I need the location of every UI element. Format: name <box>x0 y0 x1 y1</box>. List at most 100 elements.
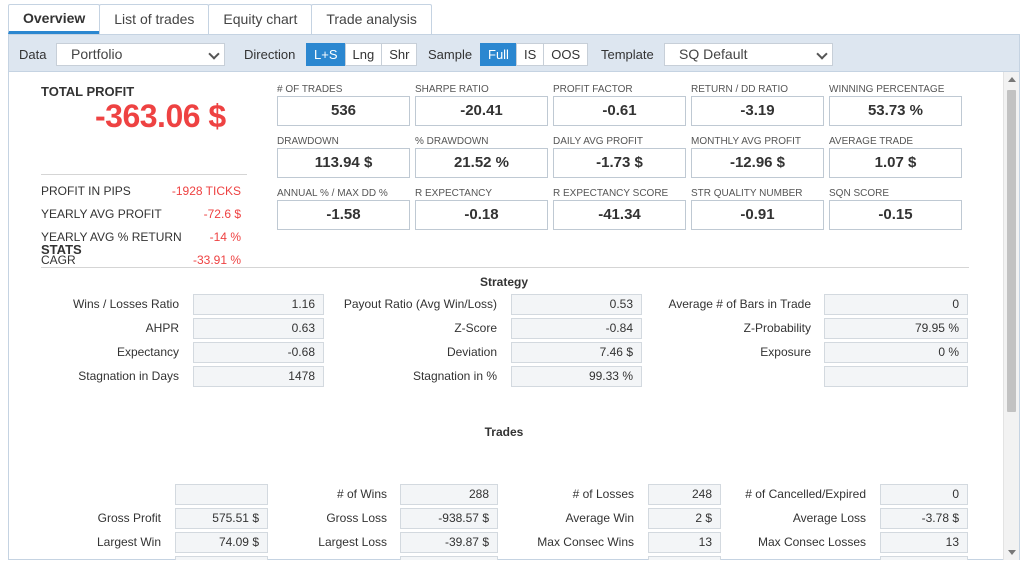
metric-value: -1.73 $ <box>553 148 686 178</box>
metric-label: # OF TRADES <box>277 84 343 95</box>
metric-annual-maxdd: ANNUAL % / MAX DD % -1.58 <box>277 188 410 230</box>
stat-label: Average Win <box>565 511 634 525</box>
metric-sharpe-ratio: SHARPE RATIO -20.41 <box>415 84 548 126</box>
stat-value <box>824 366 968 387</box>
summary-value: -14 % <box>209 230 241 244</box>
vertical-scrollbar[interactable] <box>1003 72 1019 560</box>
stat-label: Max Consec Wins <box>537 535 634 549</box>
tab-trade-analysis[interactable]: Trade analysis <box>311 4 432 34</box>
stat-label: Stagnation in % <box>412 369 497 383</box>
stat-label: Average # of Bars in Trade <box>668 297 811 311</box>
stat-value <box>175 484 268 505</box>
summary-label: CAGR <box>41 253 76 267</box>
metric-value: 53.73 % <box>829 96 962 126</box>
stat-value: 0 <box>880 484 968 505</box>
direction-label: Direction <box>244 47 296 62</box>
toolbar: Data Portfolio Direction L+S Lng Shr Sam… <box>9 35 1019 72</box>
summary-row: YEARLY AVG PROFIT -72.6 $ <box>41 207 241 221</box>
tab-equity-chart[interactable]: Equity chart <box>208 4 313 34</box>
stat-value: 7.46 $ <box>511 342 642 363</box>
metric-label: PROFIT FACTOR <box>553 84 633 95</box>
stats-divider <box>41 267 969 268</box>
stat-label: Z-Score <box>454 321 497 335</box>
chevron-down-icon <box>208 48 220 60</box>
stat-label: Stagnation in Days <box>78 369 179 383</box>
tab-overview[interactable]: Overview <box>8 4 101 34</box>
stat-label: # of Losses <box>572 487 634 501</box>
stat-label: Payout Ratio (Avg Win/Loss) <box>343 297 497 311</box>
template-select[interactable]: SQ Default <box>664 43 833 66</box>
summary-value: -1928 TICKS <box>171 184 241 198</box>
scroll-up-icon[interactable] <box>1008 77 1016 82</box>
metric-value: 1.07 $ <box>829 148 962 178</box>
stat-value: 1478 <box>193 366 324 387</box>
overview-panel: Data Portfolio Direction L+S Lng Shr Sam… <box>8 34 1020 560</box>
stat-label: Avg Consec Wins <box>29 559 161 560</box>
metric-value: 536 <box>277 96 410 126</box>
stat-value: 0.63 <box>193 318 324 339</box>
direction-short-button[interactable]: Shr <box>381 43 418 66</box>
metric-value: -0.18 <box>415 200 548 230</box>
metric-value: -1.58 <box>277 200 410 230</box>
stat-value: 74.09 $ <box>175 532 268 553</box>
data-select[interactable]: Portfolio <box>56 43 225 66</box>
direction-ls-button[interactable]: L+S <box>306 43 346 66</box>
stat-value: 0 <box>880 556 968 560</box>
total-profit-value: -363.06 $ <box>95 98 226 134</box>
trades-section-title: Trades <box>484 425 524 439</box>
chevron-down-icon <box>816 48 828 60</box>
metric-label: SHARPE RATIO <box>415 84 489 95</box>
tab-list-of-trades[interactable]: List of trades <box>99 4 210 34</box>
summary-label: YEARLY AVG % RETURN <box>41 230 182 244</box>
stat-value: 79.95 % <box>824 318 968 339</box>
summary-row: YEARLY AVG % RETURN -14 % <box>41 230 241 244</box>
stat-value: 0 % <box>824 342 968 363</box>
sample-label: Sample <box>428 47 473 62</box>
stat-value: -3.78 $ <box>880 508 968 529</box>
stat-label: # of Wins <box>336 487 387 501</box>
metric-label: STR QUALITY NUMBER <box>691 188 803 199</box>
metric-value: -20.41 <box>415 96 548 126</box>
stat-value: 99.33 % <box>511 366 642 387</box>
stat-label: Largest Win <box>96 535 161 549</box>
stat-value: 248 <box>648 484 721 505</box>
summary-label: YEARLY AVG PROFIT <box>41 207 162 221</box>
metric-value: 113.94 $ <box>277 148 410 178</box>
stat-value: 1.16 <box>193 294 324 315</box>
stat-label: Exposure <box>760 345 811 359</box>
stat-label: Avg Consec Loss <box>271 559 387 560</box>
metric-label: R EXPECTANCY <box>415 188 493 199</box>
metric-value: -3.19 <box>691 96 824 126</box>
metric-str-quality-number: STR QUALITY NUMBER -0.91 <box>691 188 824 230</box>
stat-label: # of Cancelled/Expired <box>745 487 866 501</box>
stat-label: Gross Profit <box>97 511 161 525</box>
summary-value: -33.91 % <box>192 253 241 267</box>
stat-label: Gross Loss <box>326 511 387 525</box>
data-label: Data <box>19 47 47 62</box>
stats-title: STATS <box>41 242 82 257</box>
summary-row: CAGR -33.91 % <box>41 253 241 267</box>
stat-value: 2.23 <box>175 556 268 560</box>
template-label: Template <box>601 47 654 62</box>
scrollbar-thumb[interactable] <box>1007 90 1016 412</box>
metric-value: -41.34 <box>553 200 686 230</box>
stat-value: 13 <box>648 532 721 553</box>
stat-value: 575.51 $ <box>175 508 268 529</box>
metric-r-expectancy-score: R EXPECTANCY SCORE -41.34 <box>553 188 686 230</box>
metric-label: RETURN / DD RATIO <box>691 84 789 95</box>
stat-value: -0.68 <box>193 342 324 363</box>
summary-value: -72.6 $ <box>203 207 241 221</box>
sample-full-button[interactable]: Full <box>480 43 517 66</box>
direction-long-button[interactable]: Lng <box>344 43 383 66</box>
metric-label: WINNING PERCENTAGE <box>829 84 945 95</box>
summary-divider <box>41 174 247 175</box>
stat-label: Largest Loss <box>318 535 387 549</box>
metric-label: DAILY AVG PROFIT <box>553 136 644 147</box>
stat-label: Wins / Losses Ratio <box>72 297 179 311</box>
tab-bar: Overview List of trades Equity chart Tra… <box>8 4 432 34</box>
sample-is-button[interactable]: IS <box>515 43 545 66</box>
sample-oos-button[interactable]: OOS <box>543 43 589 66</box>
metric-average-trade: AVERAGE TRADE 1.07 $ <box>829 136 962 178</box>
scroll-down-icon[interactable] <box>1008 550 1016 555</box>
metric-r-expectancy: R EXPECTANCY -0.18 <box>415 188 548 230</box>
